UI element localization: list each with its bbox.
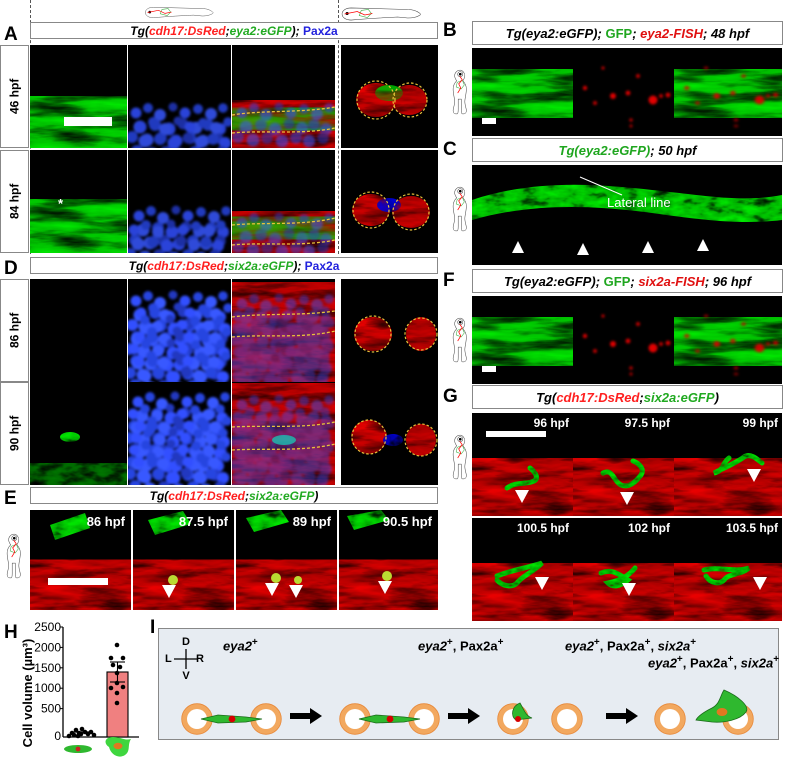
svg-text:L: L (165, 653, 172, 665)
svg-text:2500: 2500 (34, 622, 61, 634)
svg-text:Cell volume (µm³): Cell volume (µm³) (20, 639, 35, 748)
svg-text:1000: 1000 (34, 681, 61, 695)
svg-text:D: D (182, 636, 190, 648)
svg-text:500: 500 (41, 702, 61, 716)
svg-text:1500: 1500 (34, 661, 61, 675)
svg-text:0: 0 (54, 729, 61, 743)
svg-text:2000: 2000 (34, 640, 61, 654)
